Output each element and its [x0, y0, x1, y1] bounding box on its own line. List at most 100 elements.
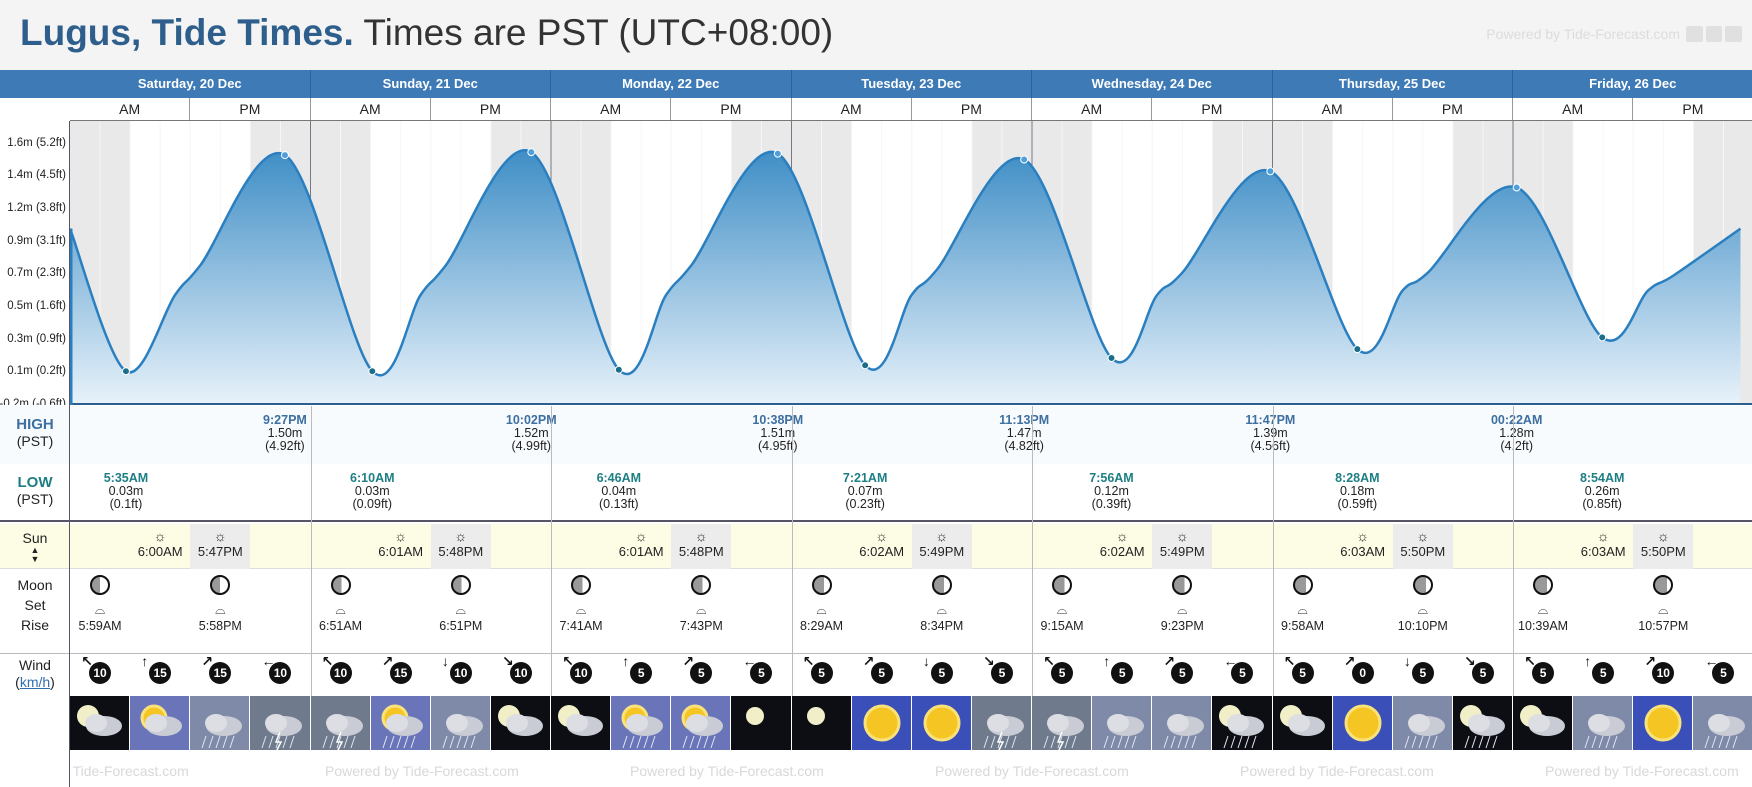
sort-toggle-icon[interactable]: ▲ ▼ — [30, 545, 40, 564]
moon-cloud-weather-icon — [490, 696, 551, 750]
tide-height-m: 0.12m — [1094, 484, 1129, 498]
low-tide-point — [1598, 333, 1607, 342]
sunset-entry: ☼ 5:49PM — [912, 528, 972, 559]
powered-by-footer-text: Powered by Tide-Forecast.com — [1545, 763, 1739, 779]
wind-direction-icon: ↗ — [862, 653, 875, 669]
pm-label: PM — [190, 98, 311, 120]
high-tide-entry: 11:47PM 1.39m (4.56ft) — [1230, 414, 1310, 453]
cloud-rain-weather-icon — [1392, 696, 1453, 750]
moonrise-time: 5:58PM — [198, 619, 242, 633]
moon-phase-icon — [1653, 575, 1674, 595]
wind-speed-value: 5 — [1178, 666, 1186, 680]
wind-speed-badge: 5 ← — [1704, 654, 1735, 684]
wind-row-label: Wind (km/h) — [15, 657, 55, 690]
cloud-rain-weather-icon — [1693, 696, 1752, 750]
wind-speed-badge: 5 ↓ — [1404, 654, 1434, 684]
wind-direction-icon: ↘ — [982, 653, 995, 669]
wind-direction-icon: ↓ — [922, 653, 930, 669]
high-tide-entry: 9:27PM 1.50m (4.92ft) — [245, 414, 325, 453]
moon-phase-icon — [1412, 575, 1433, 595]
low-tide-entry: 7:21AM 0.07m (0.23ft) — [825, 472, 905, 511]
wind-speed-value: 5 — [1720, 666, 1727, 680]
row-day-divider — [1513, 406, 1514, 696]
wind-speed-badge: 5 ↓ — [923, 654, 953, 684]
high-tide-entry: 11:13PM 1.47m (4.82ft) — [984, 414, 1064, 453]
am-label: AM — [1513, 98, 1634, 120]
y-tick-label: 1.4m (4.5ft) — [7, 169, 66, 182]
wind-unit-link[interactable]: km/h — [19, 674, 51, 690]
high-tide-point — [527, 148, 536, 157]
moon-phase-icon — [1292, 575, 1313, 595]
high-tide-point — [1266, 167, 1275, 176]
tide-height-ft: (0.85ft) — [1582, 497, 1622, 511]
sun-weather-icon — [851, 696, 912, 750]
tide-height-ft: (4.2ft) — [1500, 439, 1533, 453]
wind-speed-value: 15 — [394, 666, 408, 680]
pm-label: PM — [1152, 98, 1273, 120]
tide-height-ft: (4.95ft) — [757, 439, 798, 453]
moonrise-entry: ⌓ 8:34PM — [912, 573, 972, 633]
tide-height-m: 1.28m — [1499, 426, 1535, 440]
page-title: Lugus, Tide Times. Times are PST (UTC+08… — [20, 12, 833, 54]
y-tick-label: -0.2m (-0.6ft) — [0, 398, 66, 405]
wind-speed-value: 10 — [574, 666, 588, 680]
pm-label: PM — [1633, 98, 1752, 120]
tide-time: 11:47PM — [1245, 413, 1296, 427]
tide-area — [70, 150, 1741, 405]
sunrise-time: 6:01AM — [618, 544, 664, 559]
wind-direction-icon: ↗ — [381, 653, 394, 669]
sun-cloud-weather-icon — [130, 696, 191, 750]
moon-phase-icon — [1172, 575, 1193, 595]
low-tide-row: LOW (PST) 5:35AM 0.03m (0.1ft) 6:10AM 0.03m(… — [0, 464, 1752, 522]
tide-height-m: 0.26m — [1584, 484, 1620, 498]
moonrise-icon: ⌓ — [455, 602, 466, 617]
wind-speed-badge: 10 ↓ — [442, 654, 472, 684]
sun-row-label[interactable]: Sun ▲ ▼ — [0, 530, 70, 564]
wind-speed-badge: 0 ↗ — [1344, 654, 1374, 684]
sunrise-time: 6:02AM — [859, 544, 905, 559]
wind-speed-badge: 10 ↗ — [1644, 654, 1675, 684]
wind-direction-icon: ↖ — [1283, 653, 1296, 669]
wind-speed-value: 15 — [153, 666, 167, 680]
tide-height-ft: (0.59ft) — [1337, 497, 1378, 511]
sunrise-entry: ☼ 6:00AM — [130, 528, 190, 559]
sunset-icon: ☼ — [1416, 528, 1430, 544]
powered-by-link[interactable]: Powered by Tide-Forecast.com — [1486, 26, 1680, 42]
moon-phase-icon — [1533, 575, 1554, 595]
wind-speed-value: 5 — [998, 666, 1006, 680]
moon-cloud-rain-weather-icon — [1452, 696, 1513, 750]
low-tide-point — [861, 361, 870, 370]
powered-by-footer-text: Powered by Tide-Forecast.com — [935, 763, 1129, 779]
moonrise-entry: ⌓ 5:58PM — [190, 573, 250, 633]
tide-time: 5:35AM — [103, 471, 149, 485]
moonrise-icon: ⌓ — [1658, 602, 1669, 617]
sunset-time: 5:49PM — [1159, 544, 1205, 559]
day-header-1: Sunday, 21 Dec — [311, 70, 551, 98]
sunrise-time: 6:03AM — [1340, 544, 1386, 559]
wind-speed-badge: 15 ↑ — [141, 654, 172, 684]
sun-cloud-rain-weather-icon — [370, 696, 431, 750]
sunset-entry: ☼ 5:48PM — [431, 528, 491, 559]
wind-direction-icon: ↘ — [1463, 653, 1476, 669]
low-tide-entry: 8:54AM 0.26m (0.85ft) — [1562, 472, 1642, 511]
wind-direction-icon: ↘ — [501, 653, 514, 669]
wind-speed-value: 5 — [1058, 666, 1066, 680]
wind-speed-value: 15 — [213, 666, 227, 680]
wind-direction-icon: ↓ — [441, 653, 449, 669]
low-tide-point — [1353, 345, 1362, 354]
wind-speed-value: 5 — [938, 666, 946, 680]
pm-label: PM — [431, 98, 551, 120]
day-header-0: Saturday, 20 Dec — [70, 70, 311, 98]
wind-direction-icon: ↗ — [201, 653, 214, 669]
moonset-entry: ⌓ 9:58AM — [1273, 573, 1333, 633]
tide-height-m: 0.03m — [354, 484, 390, 498]
header-corner — [0, 70, 70, 98]
y-tick-label: 0.1m (0.2ft) — [7, 365, 66, 378]
cloud-rain-weather-icon — [1573, 696, 1634, 750]
wind-speed-value: 10 — [273, 666, 288, 680]
day-header-5: Thursday, 25 Dec — [1273, 70, 1513, 98]
moonrise-icon: ⌓ — [1417, 602, 1428, 617]
moonset-icon: ⌓ — [94, 602, 106, 617]
low-row-label: LOW (PST) — [16, 474, 54, 507]
sunset-cell-bg — [430, 524, 491, 569]
